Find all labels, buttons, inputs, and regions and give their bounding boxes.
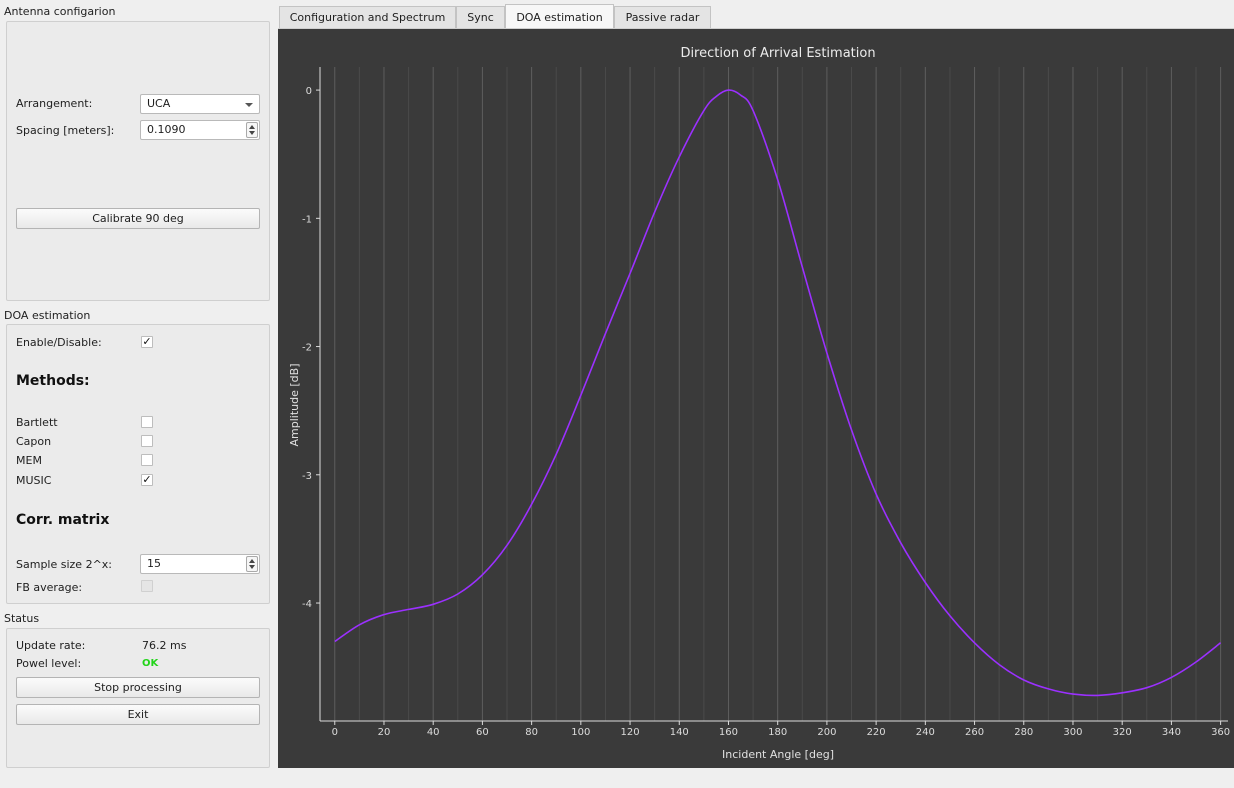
y-tick-label: -1 <box>302 214 312 225</box>
calibrate-button[interactable]: Calibrate 90 deg <box>16 208 260 229</box>
status-group-frame <box>6 628 270 768</box>
x-tick-label: 220 <box>867 727 886 738</box>
sample-size-spinbox[interactable]: 15 <box>140 554 260 574</box>
x-tick-label: 240 <box>916 727 935 738</box>
chart-title: Direction of Arrival Estimation <box>680 46 875 61</box>
mem-checkbox[interactable] <box>141 454 153 466</box>
x-tick-label: 60 <box>476 727 489 738</box>
corr-matrix-heading: Corr. matrix <box>16 512 110 528</box>
y-tick-label: -4 <box>302 599 312 610</box>
update-rate-value: 76.2 ms <box>142 639 187 652</box>
x-tick-label: 260 <box>965 727 984 738</box>
tab-sync[interactable]: Sync <box>456 6 505 28</box>
spin-buttons[interactable] <box>246 556 258 572</box>
x-tick-label: 120 <box>621 727 640 738</box>
arrangement-label: Arrangement: <box>16 97 93 110</box>
x-tick-label: 0 <box>332 727 338 738</box>
x-tick-label: 300 <box>1063 727 1082 738</box>
arrangement-value: UCA <box>147 97 171 110</box>
axes-layer: 0 20 40 60 80 100 120 140 160 180 200 220 240 260 280 3… <box>302 67 1230 738</box>
y-tick-label: -2 <box>302 343 312 354</box>
doa-plot-panel: Direction of Arrival Estimation Incident… <box>278 28 1234 769</box>
update-rate-label: Update rate: <box>16 639 86 652</box>
y-tick-label: -3 <box>302 471 312 482</box>
x-tick-label: 180 <box>768 727 787 738</box>
antenna-group-title: Antenna configarion <box>4 5 116 18</box>
power-level-status: OK <box>142 658 159 669</box>
sample-size-value: 15 <box>147 557 161 570</box>
method-label-music: MUSIC <box>16 474 52 487</box>
status-group-title: Status <box>4 612 40 625</box>
x-axis-label: Incident Angle [deg] <box>722 748 834 761</box>
methods-heading: Methods: <box>16 373 90 389</box>
bartlett-checkbox[interactable] <box>141 416 153 428</box>
method-label-bartlett: Bartlett <box>16 416 58 429</box>
x-tick-label: 280 <box>1014 727 1033 738</box>
x-tick-label: 100 <box>571 727 590 738</box>
x-tick-label: 140 <box>670 727 689 738</box>
music-checkbox[interactable]: ✓ <box>141 473 153 486</box>
x-tick-label: 40 <box>427 727 440 738</box>
doa-chart: Direction of Arrival Estimation Incident… <box>288 46 1230 761</box>
y-axis-label: Amplitude [dB] <box>288 364 301 447</box>
power-level-label: Powel level: <box>16 657 82 670</box>
curve-layer <box>334 89 1222 697</box>
capon-checkbox[interactable] <box>141 435 153 447</box>
fb-average-checkbox[interactable] <box>141 580 153 592</box>
x-tick-label: 200 <box>817 727 836 738</box>
spin-down-icon[interactable] <box>249 565 255 569</box>
method-label-capon: Capon <box>16 435 52 448</box>
enable-label: Enable/Disable: <box>16 336 102 349</box>
x-tick-label: 320 <box>1113 727 1132 738</box>
spacing-label: Spacing [meters]: <box>16 124 115 137</box>
status-bar <box>0 768 1234 788</box>
grid-layer <box>334 67 1222 721</box>
antenna-group-frame <box>6 21 270 301</box>
spin-down-icon[interactable] <box>249 131 255 135</box>
spin-buttons[interactable] <box>246 122 258 138</box>
tab-doa-estimation[interactable]: DOA estimation <box>505 4 614 28</box>
stop-processing-button[interactable]: Stop processing <box>16 677 260 698</box>
sample-size-label: Sample size 2^x: <box>16 558 112 571</box>
spin-up-icon[interactable] <box>249 125 255 129</box>
spacing-value: 0.1090 <box>147 123 186 136</box>
doa-spectrum-line <box>334 89 1222 697</box>
exit-button[interactable]: Exit <box>16 704 260 725</box>
chevron-down-icon <box>245 103 253 107</box>
x-tick-label: 20 <box>378 727 391 738</box>
x-tick-label: 160 <box>719 727 738 738</box>
tab-passive-radar[interactable]: Passive radar <box>614 6 711 28</box>
doa-group-title: DOA estimation <box>4 309 91 322</box>
spacing-spinbox[interactable]: 0.1090 <box>140 120 260 140</box>
fb-average-label: FB average: <box>16 581 83 594</box>
arrangement-select[interactable]: UCA <box>140 94 260 114</box>
spin-up-icon[interactable] <box>249 559 255 563</box>
method-label-mem: MEM <box>16 454 42 467</box>
x-tick-label: 80 <box>525 727 538 738</box>
y-tick-label: 0 <box>306 86 312 97</box>
x-tick-label: 340 <box>1162 727 1181 738</box>
x-tick-label: 360 <box>1211 727 1230 738</box>
enable-checkbox[interactable]: ✓ <box>141 335 153 348</box>
tab-configuration-spectrum[interactable]: Configuration and Spectrum <box>279 6 456 28</box>
